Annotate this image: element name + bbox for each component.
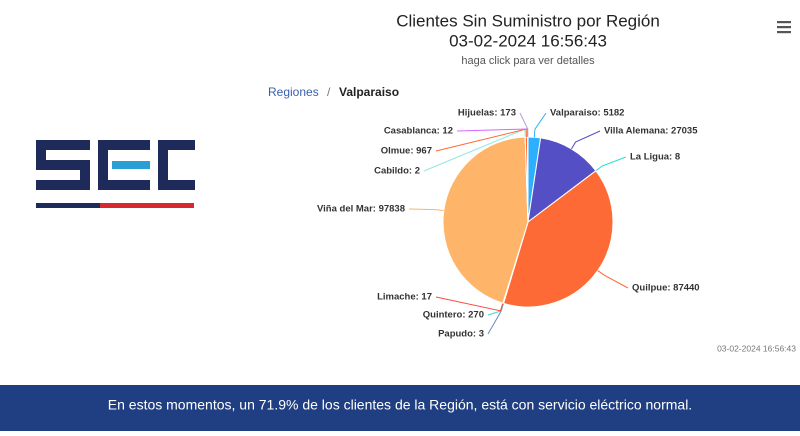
data-label: Viña del Mar: 97838 [317,204,405,215]
data-label: Olmue: 967 [381,146,432,157]
chart-title: Clientes Sin Suministro por Región [396,11,660,30]
breadcrumb-current: Valparaiso [339,85,399,99]
data-label: La Ligua: 8 [630,152,680,163]
chart-timestamp: 03-02-2024 16:56:43 [449,31,607,50]
data-label: Hijuelas: 173 [458,108,516,119]
data-label: Cabildo: 2 [374,166,420,177]
sec-logo [14,120,222,232]
chart-subtitle: haga click para ver detalles [461,55,595,67]
breadcrumb-link[interactable]: Regiones [268,85,319,99]
data-label: Limache: 17 [377,292,432,303]
data-label: Valparaiso: 5182 [550,108,624,119]
data-label: Villa Alemana: 27035 [604,126,698,137]
banner-text: En estos momentos, un 71.9% de los clien… [108,397,692,413]
data-label: Casablanca: 12 [384,126,453,137]
data-label: Quilpue: 87440 [632,283,700,294]
footer-timestamp: 03-02-2024 16:56:43 [717,343,796,353]
data-label: Quintero: 270 [423,310,484,321]
data-label: Papudo: 3 [438,329,484,340]
menu-button[interactable] [777,21,791,33]
